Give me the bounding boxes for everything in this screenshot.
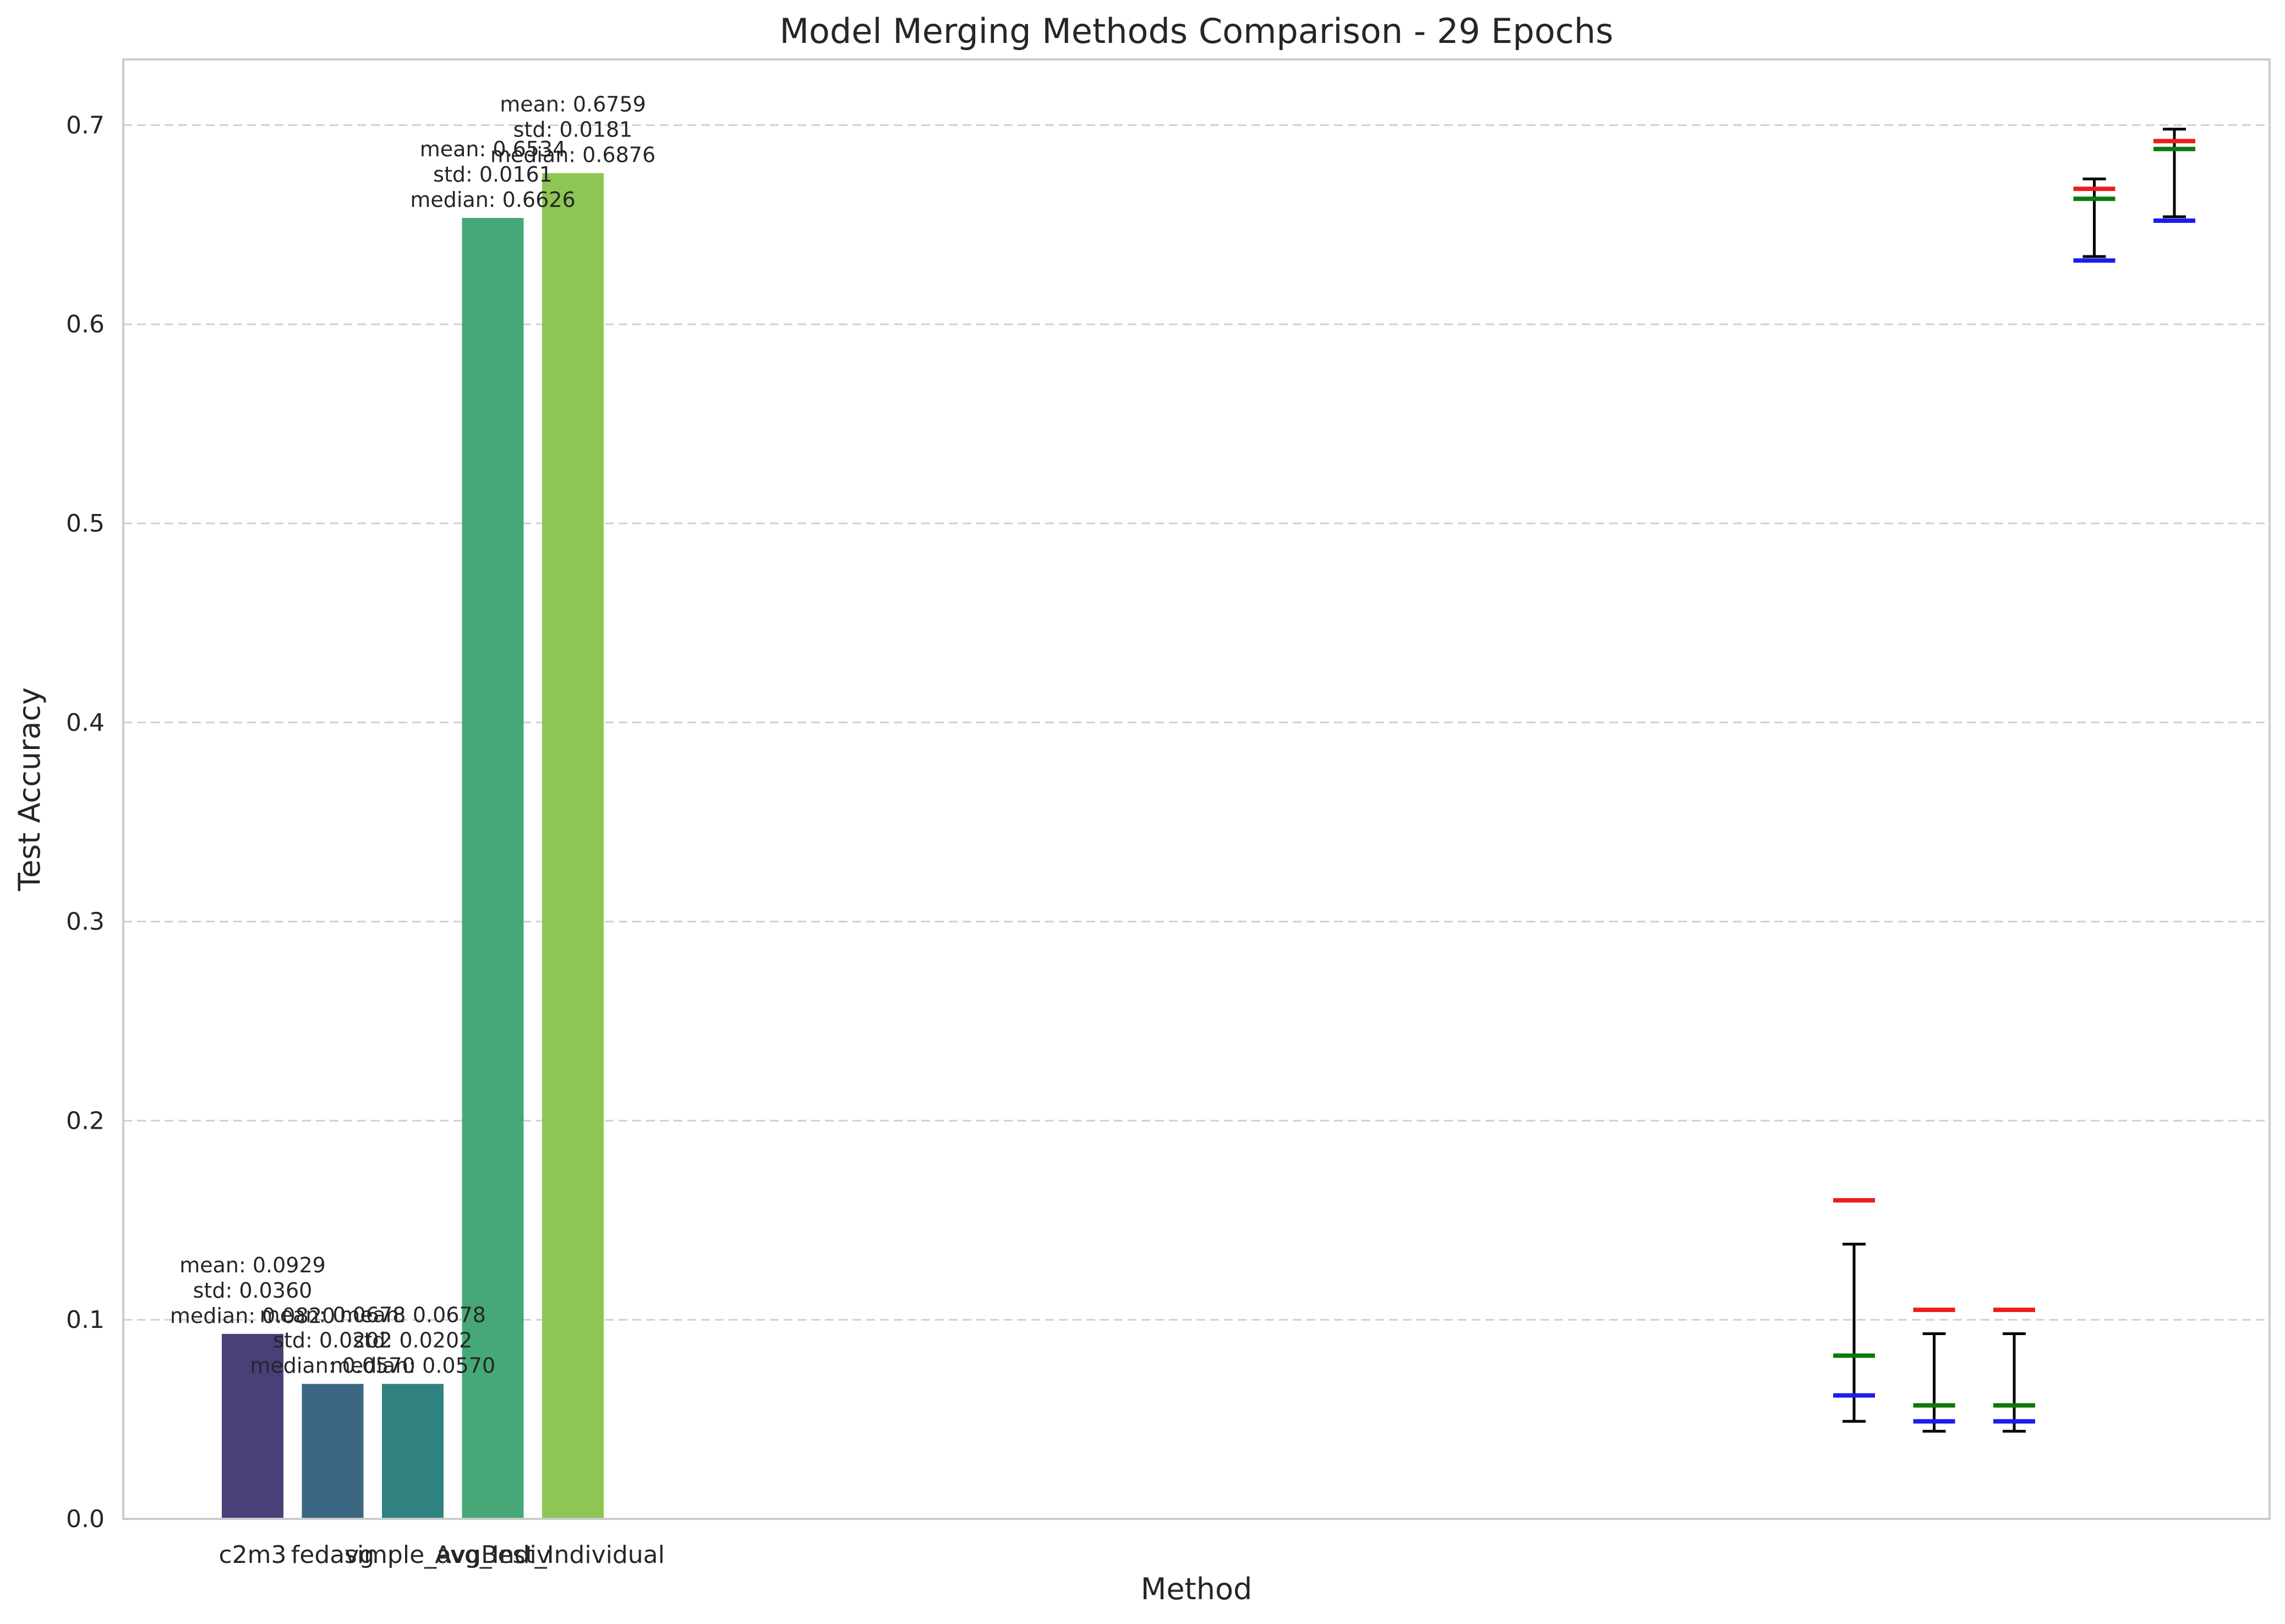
bar-data-label: std: 0.0181 [513,118,633,142]
x-tick-label: simple_avg [345,1541,481,1569]
bar-simple-avg [382,1384,444,1519]
y-tick-label: 0.6 [66,310,105,338]
bar-data-label: std: 0.0161 [433,162,553,187]
bar-data-label: median: 0.0820 [170,1304,335,1328]
y-tick-label: 0.2 [66,1107,105,1135]
bar-data-label: median: 0.6876 [490,143,655,167]
bar-data-label: median: 0.0570 [250,1354,415,1378]
y-tick-label: 0.1 [66,1306,105,1334]
bar-best-individual [542,173,604,1519]
x-tick-label: fedavg [291,1541,374,1569]
bar-data-label: mean: 0.6534 [420,137,566,161]
plot-area-frame [122,58,2271,1520]
bar-data-label: std: 0.0360 [193,1278,313,1303]
y-tick-label: 0.7 [66,111,105,139]
x-tick-label: Avg_Indiv [435,1541,551,1569]
bar-data-label: std: 0.0202 [353,1328,473,1353]
y-tick-label: 0.0 [66,1505,105,1533]
bar-data-label: median: 0.0570 [330,1354,495,1378]
bar-fedavg [302,1384,364,1519]
y-tick-label: 0.4 [66,709,105,737]
bar-data-label: mean: 0.0678 [260,1303,406,1327]
y-tick-label: 0.5 [66,510,105,538]
chart-title: Model Merging Methods Comparison - 29 Ep… [779,11,1613,51]
y-tick-label: 0.3 [66,908,105,936]
bar-c2m3 [222,1333,283,1519]
x-tick-label: Best_Individual [481,1541,665,1569]
x-axis-ticks: c2m3 fedavgsimple_avgAvg_IndivBest_Indivi… [218,1541,664,1569]
grid-lines [123,124,2270,1321]
bar-data-label: mean: 0.0678 [340,1303,486,1327]
y-axis-ticks: 0.0 0.1 0.2 0.3 0.4 0.5 0.6 0.7 [66,111,105,1533]
x-axis-title: Method [1141,1572,1253,1606]
bar-avg-indiv [462,217,524,1519]
bar-data-label: median: 0.6626 [410,188,575,212]
bar-data-label: mean: 0.6759 [500,92,646,117]
bar-data-label: std: 0.0202 [273,1328,392,1353]
bars [222,173,604,1519]
x-tick-label: c2m3 [218,1541,286,1569]
bar-data-label: mean: 0.0929 [179,1253,326,1277]
y-axis-title: Test Accuracy [12,687,47,892]
stat-markers [1833,128,2195,1433]
